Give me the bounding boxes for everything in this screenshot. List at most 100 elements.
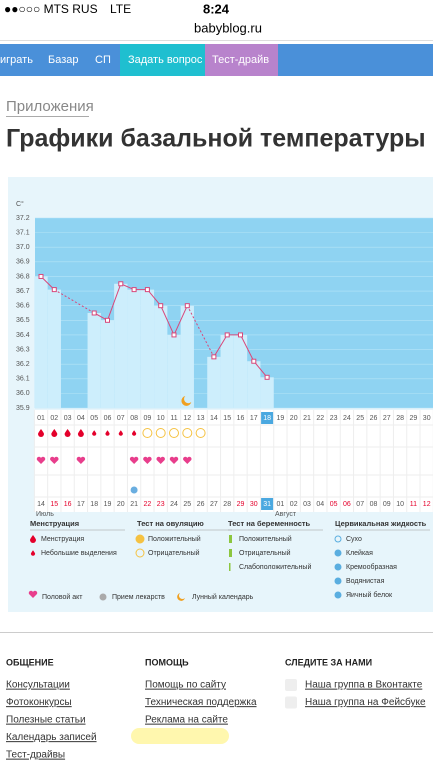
test-icon <box>142 428 153 438</box>
footer-link[interactable]: Техническая поддержка <box>145 697 257 708</box>
bar <box>233 334 248 408</box>
date-label: 27 <box>210 501 218 508</box>
day-label: 30 <box>423 415 431 422</box>
legend-icon <box>229 535 232 543</box>
date-label: 03 <box>303 501 311 508</box>
drop-icon <box>51 429 58 437</box>
drop-icon <box>30 550 36 556</box>
nav-item[interactable]: Базар <box>48 54 79 66</box>
day-label: 03 <box>64 415 72 422</box>
test-icon <box>169 428 179 438</box>
temp-point <box>131 287 137 293</box>
day-label: 06 <box>104 415 112 422</box>
legend-item: Кремообразная <box>346 563 397 571</box>
day-label: 23 <box>330 415 338 422</box>
temp-point <box>171 332 177 338</box>
nav-item[interactable]: Тест-драйв <box>212 54 269 66</box>
bar <box>47 289 61 408</box>
drop-icon <box>30 535 36 543</box>
day-label: 14 <box>210 415 218 422</box>
network: LTE <box>110 2 131 16</box>
bar <box>127 289 141 408</box>
day-label: 24 <box>343 415 351 422</box>
legend-icon <box>334 563 342 571</box>
day-label: 27 <box>383 415 391 422</box>
bar <box>260 377 274 408</box>
y-tick-label: 36.6 <box>16 303 30 310</box>
date-label: 02 <box>290 501 298 508</box>
temp-point <box>144 287 150 293</box>
day-label: 28 <box>396 415 404 422</box>
carrier: ●●○○○ MTS RUS <box>4 2 98 16</box>
month: Август <box>275 511 297 518</box>
today <box>261 412 274 424</box>
bar <box>247 361 261 408</box>
day-label: 25 <box>356 415 364 422</box>
drop-icon <box>118 430 123 436</box>
day-label: 15 <box>223 415 231 422</box>
heart-icon <box>76 456 86 464</box>
day-label: 19 <box>277 415 285 422</box>
drop-icon <box>132 430 137 436</box>
footer-link[interactable]: Наша группа в Вконтакте <box>305 680 423 691</box>
footer-link[interactable]: Тест-драйвы <box>6 750 65 761</box>
footer-link[interactable]: Помощь по сайту <box>145 680 226 691</box>
drop-icon <box>38 429 44 437</box>
date-label: 24 <box>170 501 178 508</box>
date-label: 06 <box>343 501 351 508</box>
temp-point <box>105 317 110 323</box>
legend-icon <box>334 577 342 585</box>
legend-icon <box>135 548 145 558</box>
social-icon <box>285 679 297 691</box>
bar <box>34 276 48 408</box>
date-label: 11 <box>410 501 417 508</box>
legend-icon <box>135 534 145 544</box>
footer-link[interactable]: Консультации <box>6 680 70 691</box>
footer-link[interactable]: Наша группа на Фейсбуке <box>305 696 426 708</box>
temp-point <box>211 354 217 360</box>
footer-link[interactable]: Реклама на сайте <box>145 715 228 726</box>
legend-icon <box>334 535 342 543</box>
drop-icon <box>77 429 84 437</box>
nav-item[interactable]: СП <box>95 54 111 66</box>
date-label: 10 <box>396 501 404 508</box>
y-tick-label: 35.9 <box>16 405 30 412</box>
footer-link[interactable]: Полезные статьи <box>6 715 86 726</box>
nav-item[interactable]: Задать вопрос <box>128 54 203 66</box>
bar <box>140 289 155 408</box>
legend-icon <box>99 593 107 601</box>
legend-item: Небольшие выделения <box>41 549 117 557</box>
legend-item: Менструация <box>41 536 84 543</box>
footer-link[interactable]: Календарь записей <box>6 732 97 743</box>
social-icon <box>285 696 297 709</box>
heart-icon <box>143 456 152 464</box>
legend-title: Тест на овуляцию <box>137 519 204 528</box>
date-label: 28 <box>223 501 231 508</box>
time: 8:24 <box>203 1 230 16</box>
heart-icon <box>183 456 192 464</box>
breadcrumb[interactable]: Приложения <box>6 98 94 115</box>
y-tick-label: 36.7 <box>16 288 30 295</box>
day-label: 09 <box>144 415 152 422</box>
moon-icon <box>181 396 192 406</box>
day-label: 04 <box>77 415 85 422</box>
date-label: 18 <box>90 501 98 508</box>
temp-point <box>264 374 270 380</box>
drop-icon <box>64 429 71 437</box>
temp-point <box>91 310 97 316</box>
heart-icon <box>36 456 46 464</box>
y-tick-label: 36.9 <box>16 259 30 266</box>
temp-point <box>184 303 190 309</box>
date-label: 21 <box>130 501 138 508</box>
nav-item[interactable]: играть <box>0 54 33 66</box>
footer-link[interactable]: Фотоконкурсы <box>6 697 72 708</box>
test-icon <box>155 428 166 438</box>
day-label: 01 <box>37 415 45 422</box>
day-label: 02 <box>50 415 58 422</box>
bar <box>114 283 128 408</box>
legend-item: Клейкая <box>346 549 373 557</box>
y-tick-label: 36.4 <box>16 332 30 339</box>
heart-icon <box>129 456 139 464</box>
legend-item: Положительный <box>148 535 201 543</box>
legend-item: Отрицательный <box>148 549 200 557</box>
